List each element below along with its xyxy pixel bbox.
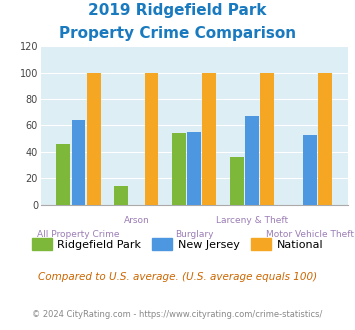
Text: Larceny & Theft: Larceny & Theft <box>216 216 288 225</box>
Bar <box>230 157 244 205</box>
Bar <box>72 120 86 205</box>
Text: All Property Crime: All Property Crime <box>37 230 120 239</box>
Bar <box>318 73 332 205</box>
Bar <box>87 73 100 205</box>
Bar <box>261 73 274 205</box>
Text: Property Crime Comparison: Property Crime Comparison <box>59 26 296 41</box>
Bar <box>56 144 70 205</box>
Bar <box>172 133 186 205</box>
Text: © 2024 CityRating.com - https://www.cityrating.com/crime-statistics/: © 2024 CityRating.com - https://www.city… <box>32 310 323 319</box>
Text: Compared to U.S. average. (U.S. average equals 100): Compared to U.S. average. (U.S. average … <box>38 272 317 282</box>
Bar <box>144 73 158 205</box>
Text: Arson: Arson <box>124 216 149 225</box>
Text: Motor Vehicle Theft: Motor Vehicle Theft <box>266 230 354 239</box>
Bar <box>187 132 201 205</box>
Bar <box>245 116 259 205</box>
Text: Burglary: Burglary <box>175 230 214 239</box>
Legend: Ridgefield Park, New Jersey, National: Ridgefield Park, New Jersey, National <box>27 234 328 254</box>
Text: 2019 Ridgefield Park: 2019 Ridgefield Park <box>88 3 267 18</box>
Bar <box>114 186 128 205</box>
Bar <box>202 73 217 205</box>
Bar <box>303 135 317 205</box>
